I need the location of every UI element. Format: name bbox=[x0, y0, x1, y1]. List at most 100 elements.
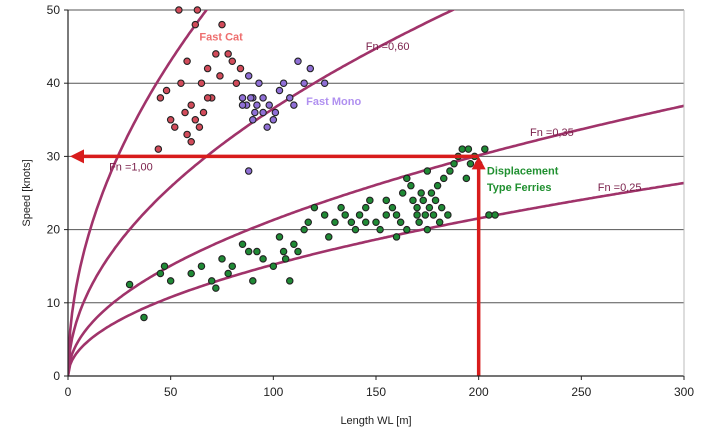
ferry-point bbox=[286, 277, 294, 285]
fast-cat-point bbox=[199, 108, 208, 117]
data-points bbox=[125, 6, 499, 322]
ferry-point bbox=[388, 203, 397, 212]
ferry-point bbox=[421, 211, 430, 219]
ferry-point bbox=[437, 203, 446, 212]
ferry-point bbox=[382, 196, 391, 205]
x-tick-label: 100 bbox=[263, 385, 283, 399]
fast-mono-point bbox=[251, 108, 259, 117]
ferry-point bbox=[396, 218, 405, 227]
fast-cat-point bbox=[171, 123, 179, 131]
fast-mono-point bbox=[300, 79, 308, 87]
fast-mono-point bbox=[255, 79, 263, 87]
fast-mono-point bbox=[320, 79, 329, 87]
x-tick-label: 150 bbox=[366, 385, 386, 399]
ferry-point bbox=[444, 211, 452, 219]
ferry-point bbox=[238, 240, 247, 248]
fast-mono-point bbox=[275, 86, 284, 95]
ferry-point bbox=[464, 145, 473, 153]
ferry-point bbox=[466, 159, 475, 168]
ferry-point bbox=[376, 225, 384, 234]
ferry-point bbox=[140, 313, 148, 322]
ferry-point bbox=[491, 211, 499, 219]
x-tick-label: 250 bbox=[571, 385, 591, 399]
ferry-point bbox=[166, 277, 175, 285]
x-tick-label: 300 bbox=[674, 385, 694, 399]
froude-curve bbox=[68, 10, 456, 376]
ferry-point bbox=[224, 269, 232, 278]
ferry-point bbox=[485, 211, 493, 219]
fast-cat-point bbox=[181, 108, 189, 117]
ferry-point bbox=[417, 189, 425, 197]
fast-cat-point bbox=[203, 94, 212, 102]
fast-cat-point bbox=[195, 123, 204, 131]
fast-cat-point bbox=[187, 101, 195, 109]
ferry-point bbox=[290, 240, 298, 248]
fast-mono-point bbox=[246, 94, 255, 102]
fast-cat-point bbox=[156, 94, 165, 102]
fast-cat-label: Fast Cat bbox=[199, 32, 243, 44]
fast-mono-point bbox=[249, 116, 257, 124]
ferry-point bbox=[423, 167, 432, 175]
ferry-point bbox=[382, 211, 391, 219]
ferry-point bbox=[218, 255, 226, 263]
horizontal-arrowhead bbox=[70, 149, 84, 164]
fast-cat-point bbox=[197, 79, 206, 87]
ferry-point bbox=[279, 247, 288, 256]
ferry-point bbox=[294, 247, 302, 256]
ferry-point bbox=[435, 218, 444, 227]
series-labels: Fn =1,00 Fn =0,60 Fn =0,35 Fn =0,25 Fast Cat… bbox=[109, 32, 641, 194]
ferry-point bbox=[320, 211, 329, 219]
ferry-point bbox=[392, 233, 401, 241]
fast-mono-point bbox=[259, 94, 267, 102]
ferry-point bbox=[398, 189, 407, 197]
fast-mono-point bbox=[238, 101, 247, 109]
tick-labels: 0 50 100 150 200 250 300 0 10 20 30 40 50 bbox=[47, 3, 695, 399]
ferry-point bbox=[187, 269, 195, 278]
ferry-point bbox=[425, 203, 434, 212]
ferry-point bbox=[415, 218, 423, 227]
ferry-point bbox=[361, 218, 370, 227]
fast-cat-point bbox=[232, 79, 241, 87]
ferry-point bbox=[337, 203, 345, 212]
x-tick-label: 50 bbox=[164, 385, 178, 399]
fast-cat-point bbox=[236, 64, 245, 73]
ferry-point bbox=[281, 255, 290, 263]
ferry-point bbox=[125, 280, 134, 289]
ferry-point bbox=[347, 218, 356, 227]
curve-label: Fn =0,25 bbox=[598, 182, 642, 194]
y-axis-title: Speed [knots] bbox=[21, 159, 33, 226]
ferry-point bbox=[372, 218, 380, 227]
ferry-point bbox=[462, 174, 471, 183]
fast-cat-point bbox=[216, 72, 224, 80]
ferry-point bbox=[450, 159, 458, 168]
fast-mono-point bbox=[294, 57, 302, 65]
fast-cat-point bbox=[154, 145, 163, 153]
x-tick-label: 0 bbox=[65, 385, 72, 399]
ferry-point bbox=[419, 196, 427, 205]
ferry-point bbox=[433, 181, 442, 190]
ferry-point bbox=[407, 181, 415, 190]
x-tick-label: 200 bbox=[469, 385, 489, 399]
ferry-point bbox=[300, 225, 308, 234]
fast-cat-point bbox=[183, 130, 191, 139]
ferry-point bbox=[392, 211, 401, 219]
ferry-point bbox=[446, 167, 454, 175]
froude-curves bbox=[68, 10, 684, 376]
fast-cat-point bbox=[177, 79, 185, 87]
fast-mono-point bbox=[238, 94, 247, 102]
y-tick-label: 0 bbox=[53, 369, 60, 383]
ferry-point bbox=[331, 218, 339, 227]
ferry-point bbox=[269, 262, 278, 270]
fast-cat-point bbox=[191, 20, 200, 29]
curve-label: Fn =0,60 bbox=[366, 41, 410, 53]
fast-mono-point bbox=[244, 167, 253, 175]
fast-cat-point bbox=[183, 57, 191, 65]
froude-curve bbox=[68, 104, 684, 376]
ferry-point bbox=[355, 211, 364, 219]
vertical-arrowhead bbox=[471, 156, 486, 170]
ferry-point bbox=[413, 203, 421, 212]
fast-mono-point bbox=[279, 79, 288, 87]
x-axis-title: Length WL [m] bbox=[340, 415, 411, 427]
ferry-point bbox=[423, 225, 432, 234]
